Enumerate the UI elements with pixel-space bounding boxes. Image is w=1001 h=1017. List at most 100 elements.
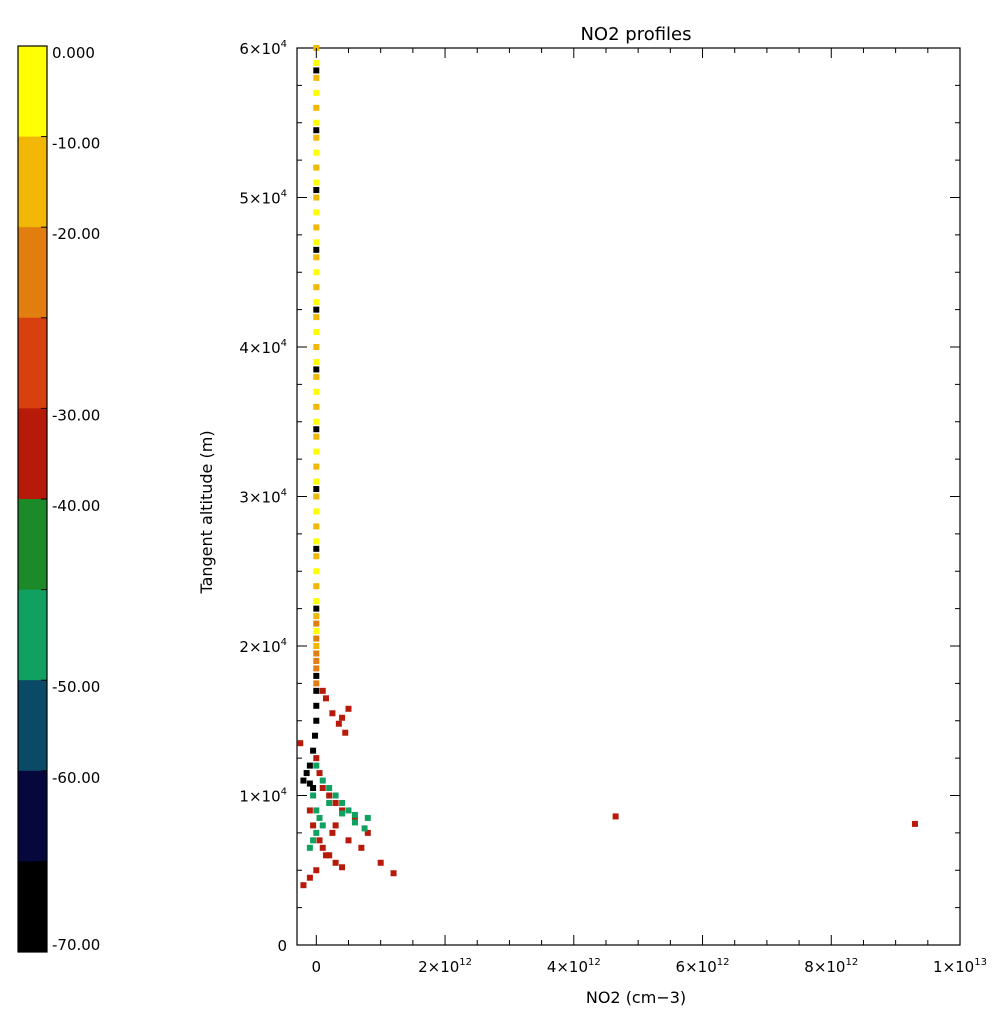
data-point (358, 844, 365, 851)
data-point (332, 822, 339, 829)
data-point (345, 807, 352, 814)
data-point (313, 89, 320, 96)
data-point (313, 613, 320, 620)
data-point (313, 67, 320, 74)
data-point (313, 209, 320, 216)
data-point (300, 882, 307, 889)
data-point (313, 545, 320, 552)
colorbar-band (18, 680, 47, 772)
data-point (322, 695, 329, 702)
data-point (322, 852, 329, 859)
x-tick-label: 6×1012 (676, 957, 730, 976)
colorbar-label: -70.00 (52, 936, 100, 954)
data-point (310, 822, 317, 829)
data-point (313, 568, 320, 575)
colorbar-label: -50.00 (52, 678, 100, 696)
data-point (313, 583, 320, 590)
data-point (310, 785, 317, 792)
data-point (332, 799, 339, 806)
colorbar-band (18, 770, 47, 862)
colorbar-label: -10.00 (52, 135, 100, 153)
data-point (313, 680, 320, 687)
data-point (313, 239, 320, 246)
data-point (326, 799, 333, 806)
data-point (332, 792, 339, 799)
data-point (297, 740, 304, 747)
data-point (319, 687, 326, 694)
data-point (319, 844, 326, 851)
colorbar-label: -30.00 (52, 406, 100, 424)
data-point (313, 269, 320, 276)
data-point (313, 635, 320, 642)
data-point (329, 829, 336, 836)
data-point (313, 807, 320, 814)
data-point (612, 813, 619, 820)
x-tick-label: 4×1012 (547, 957, 601, 976)
data-point (313, 127, 320, 134)
data-point (313, 762, 320, 769)
data-point (313, 867, 320, 874)
chart-title: NO2 profiles (580, 24, 691, 45)
data-point (339, 810, 346, 817)
data-point (319, 822, 326, 829)
colorbar-band (18, 499, 47, 591)
data-point (313, 755, 320, 762)
data-point (335, 720, 342, 727)
y-tick-label: 1×104 (239, 787, 287, 806)
data-point (313, 403, 320, 410)
colorbar-band (18, 46, 47, 138)
colorbar-label: -40.00 (52, 497, 100, 515)
data-point (313, 59, 320, 66)
data-point (364, 814, 371, 821)
data-point (313, 643, 320, 649)
x-axis-ticks: 0 2×1012 4×1012 6×1012 8×1012 1×1013 (312, 48, 987, 976)
data-point (306, 874, 313, 881)
data-point (339, 714, 346, 721)
data-point (319, 785, 326, 792)
data-point (300, 777, 307, 784)
data-point (312, 732, 319, 739)
data-point (313, 344, 320, 350)
data-point (313, 149, 320, 156)
data-point (310, 792, 317, 799)
colorbar-label: 0.000 (52, 44, 95, 62)
data-point (313, 194, 320, 201)
data-point (313, 224, 320, 231)
data-point (313, 553, 320, 560)
data-point (313, 418, 320, 425)
data-point (306, 780, 313, 787)
data-point (306, 844, 313, 851)
data-point (339, 864, 346, 871)
data-point (313, 717, 320, 724)
x-tick-label: 8×1012 (804, 957, 858, 976)
data-point (326, 792, 333, 799)
data-point (310, 837, 317, 844)
data-point (329, 710, 336, 717)
data-point (313, 598, 320, 605)
plot-border (296, 47, 961, 946)
data-point (306, 762, 313, 769)
data-point (313, 650, 320, 657)
data-point (313, 358, 320, 365)
data-point (313, 187, 320, 194)
data-point (313, 620, 320, 627)
colorbar-band (18, 136, 47, 228)
data-point (313, 254, 320, 261)
x-tick-label: 2×1012 (418, 957, 472, 976)
colorbar-band (18, 861, 47, 953)
data-point (342, 729, 349, 736)
data-point (313, 628, 320, 635)
data-point (911, 820, 918, 827)
colorbar-band (18, 317, 47, 409)
x-tick-label: 1×1013 (933, 957, 987, 976)
data-point (313, 366, 320, 373)
data-point (313, 433, 320, 440)
data-point (313, 605, 320, 612)
data-point (351, 811, 358, 818)
data-point (313, 134, 320, 141)
data-point (313, 314, 320, 321)
data-point (313, 523, 320, 530)
data-point (339, 799, 346, 806)
data-point (313, 493, 320, 500)
